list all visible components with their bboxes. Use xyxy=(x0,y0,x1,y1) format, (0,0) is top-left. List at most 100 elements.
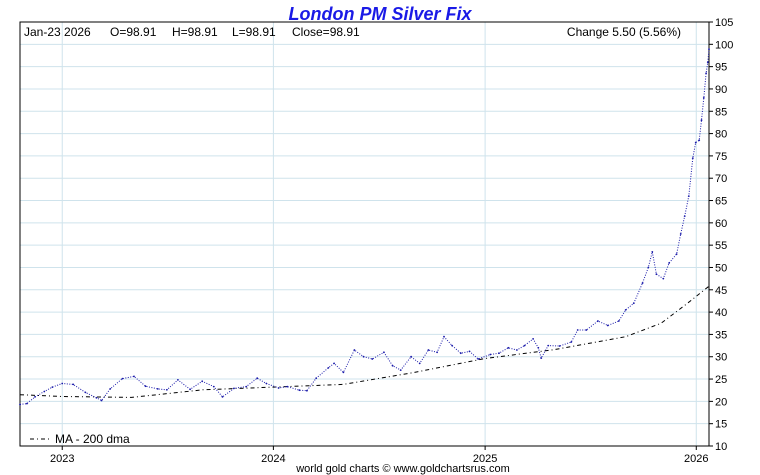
price-point xyxy=(144,385,147,388)
y-tick-label: 65 xyxy=(715,196,727,208)
price-point xyxy=(212,385,215,388)
price-point xyxy=(43,390,46,393)
price-point xyxy=(489,353,492,356)
y-tick-label: 40 xyxy=(715,307,727,319)
price-series xyxy=(19,48,710,406)
price-point xyxy=(624,309,627,311)
price-point xyxy=(133,375,135,378)
legend-ma-label: MA - 200 dma xyxy=(55,432,130,446)
price-point xyxy=(451,344,453,347)
price-point xyxy=(675,253,678,256)
price-point xyxy=(662,277,665,280)
y-tick-label: 95 xyxy=(715,62,727,74)
price-point xyxy=(256,377,259,380)
price-point xyxy=(383,351,385,354)
price-point xyxy=(391,364,394,367)
y-tick-label: 100 xyxy=(715,39,733,51)
y-tick-label: 60 xyxy=(715,218,727,230)
plot-frame xyxy=(19,21,710,447)
price-point xyxy=(540,357,543,359)
info-change: Change 5.50 (5.56%) xyxy=(567,25,681,39)
price-point xyxy=(443,335,445,338)
price-point xyxy=(19,403,21,406)
y-tick-label: 10 xyxy=(715,441,727,453)
y-axis: 10 15 20 25 30 35 40 45 50 55 60 65 70 75 80 85 90 95 100 1… xyxy=(709,17,733,453)
price-point xyxy=(516,349,518,351)
y-tick-label: 70 xyxy=(715,173,727,185)
price-point xyxy=(221,396,224,398)
price-point xyxy=(708,48,710,51)
price-point xyxy=(700,119,703,122)
y-tick-label: 30 xyxy=(715,352,727,364)
y-tick-label: 35 xyxy=(715,329,727,341)
price-point xyxy=(507,346,510,349)
price-point xyxy=(647,266,650,269)
price-point xyxy=(333,362,335,365)
price-point xyxy=(532,338,534,340)
info-open: O=98.91 xyxy=(110,25,157,39)
price-point xyxy=(233,387,235,390)
y-tick-label: 90 xyxy=(715,84,727,96)
y-tick-label: 45 xyxy=(715,285,727,297)
price-point xyxy=(547,344,550,347)
y-tick-label: 15 xyxy=(715,419,727,431)
price-point xyxy=(477,358,480,360)
price-point xyxy=(679,233,682,235)
price-point xyxy=(189,388,192,391)
price-point xyxy=(537,346,540,349)
price-point xyxy=(558,345,561,347)
price-point xyxy=(427,349,430,351)
price-point xyxy=(34,396,36,398)
info-low: L=98.91 xyxy=(232,25,276,39)
chart-title: London PM Silver Fix xyxy=(288,4,472,24)
price-point xyxy=(121,377,124,380)
price-point xyxy=(705,72,707,75)
price-point xyxy=(298,389,301,392)
price-point xyxy=(668,262,670,264)
y-tick-label: 75 xyxy=(715,151,727,163)
x-tick-label: 2026 xyxy=(684,453,708,465)
price-point xyxy=(315,377,318,380)
x-axis: 2023 2024 2025 2026 xyxy=(50,446,709,465)
price-point xyxy=(468,350,471,353)
ma-line xyxy=(19,285,710,398)
price-point xyxy=(286,385,289,388)
price-point xyxy=(632,302,635,305)
price-point xyxy=(683,215,686,218)
price-point xyxy=(84,391,87,394)
price-point xyxy=(306,389,308,392)
price-point xyxy=(570,341,573,343)
y-tick-label: 85 xyxy=(715,106,727,118)
price-point xyxy=(706,61,709,64)
info-high: H=98.91 xyxy=(172,25,218,39)
y-tick-label: 55 xyxy=(715,240,727,252)
price-point xyxy=(523,344,526,347)
price-point xyxy=(694,141,697,144)
y-tick-label: 50 xyxy=(715,262,727,274)
grid-lines xyxy=(20,22,709,446)
price-point xyxy=(399,369,402,371)
price-point xyxy=(277,387,280,389)
price-point xyxy=(651,251,654,253)
price-point xyxy=(95,396,98,399)
y-tick-label: 80 xyxy=(715,129,727,141)
price-point xyxy=(61,382,64,385)
price-point xyxy=(597,320,599,322)
price-line xyxy=(19,49,710,405)
y-tick-label: 20 xyxy=(715,396,727,408)
y-tick-label: 105 xyxy=(715,17,733,29)
x-tick-label: 2025 xyxy=(473,453,497,465)
price-point xyxy=(177,379,179,381)
price-point xyxy=(342,371,345,374)
price-point xyxy=(26,402,28,405)
price-point xyxy=(641,282,644,284)
price-point xyxy=(459,352,462,355)
price-point xyxy=(498,352,500,355)
price-point xyxy=(585,329,588,331)
price-point xyxy=(687,195,690,198)
price-point xyxy=(576,329,579,331)
price-point xyxy=(166,388,168,391)
price-point xyxy=(436,351,438,354)
price-point xyxy=(156,388,159,390)
